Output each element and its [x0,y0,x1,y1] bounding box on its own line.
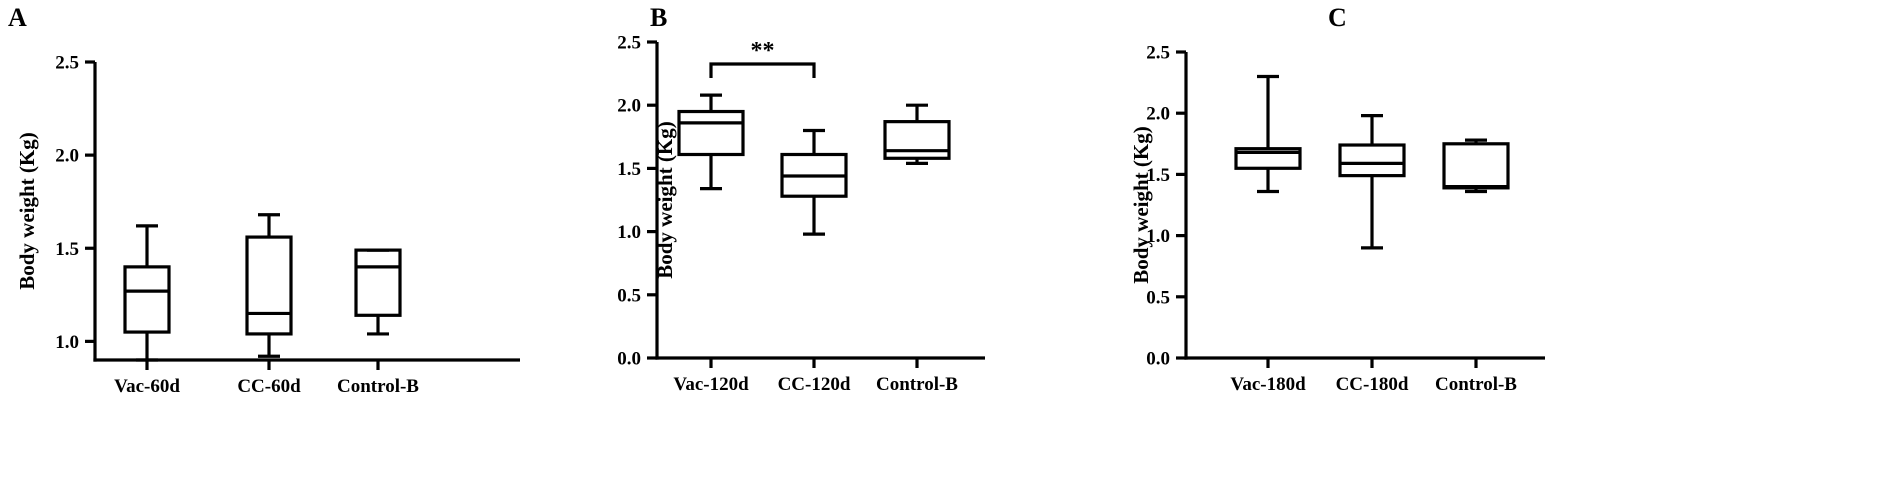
x-tick-label: CC-60d [237,376,301,397]
iqr-box [677,109,745,157]
bracket-line [709,62,816,78]
y-tick-label: 2.0 [617,96,641,117]
box-plot-vac-120d [677,93,745,191]
box-plot-cc-180d [1338,114,1406,250]
y-tick-label: 0.0 [617,349,641,370]
box-plot-vac-180d [1234,74,1302,194]
x-tick-label: Vac-120d [673,374,749,395]
y-axis-title: Body weight (Kg) [653,121,677,279]
box-plot-vac-60d [123,224,171,362]
x-tick-label: CC-120d [778,374,851,395]
y-axis-title: Body weight (Kg) [15,132,39,290]
iqr-box [1442,142,1510,190]
box-plot-control-b [354,248,402,336]
y-tick-label: 2.0 [1146,104,1170,125]
panel-label: A [8,3,27,32]
y-tick-label: 1.5 [617,159,641,180]
y-axis-title: Body weight (Kg) [1129,126,1153,284]
y-tick-label: 1.0 [55,332,79,353]
panel-label: B [650,3,667,32]
y-tick-label: 0.0 [1146,349,1170,370]
y-tick-label: 1.5 [55,239,79,260]
panel-label: C [1328,3,1347,32]
box-plot-cc-120d [780,128,848,236]
box-plot-control-b [1442,138,1510,194]
x-tick-label: Control-B [1435,374,1517,395]
significance-bracket: ** [709,38,816,78]
box-plot-control-b [883,103,951,165]
significance-label: ** [751,38,775,64]
y-tick-label: 1.5 [1146,165,1170,186]
y-tick-label: 0.5 [1146,287,1170,308]
iqr-box [354,248,402,317]
y-tick-label: 2.5 [617,33,641,54]
chart-panel-b: B 0.0 0.5 1.0 1.5 2.0 2.5 Body weight (Kg) Vac-1… [617,3,985,395]
y-tick-label: 1.0 [617,222,641,243]
box-plot-cc-60d [245,213,293,358]
iqr-box [123,265,171,334]
x-tick-label: CC-180d [1336,374,1409,395]
iqr-box [1234,147,1302,170]
y-tick-label: 2.5 [55,53,79,74]
y-tick-label: 2.5 [1146,43,1170,64]
iqr-box [883,120,951,160]
iqr-box [245,235,293,336]
x-tick-label: Vac-60d [114,376,180,397]
x-tick-label: Control-B [876,374,958,395]
y-tick-label: 2.0 [55,146,79,167]
y-tick-label: 1.0 [1146,226,1170,247]
iqr-box [1338,143,1406,178]
chart-panel-c: C 0.0 0.5 1.0 1.5 2.0 2.5 Body weight (Kg) Vac-1… [1129,3,1545,395]
x-tick-label: Vac-180d [1230,374,1306,395]
x-tick-label: Control-B [337,376,419,397]
chart-panel-a: A 1.0 1.5 2.0 2.5 Body weight (Kg) Vac-60d CC-6… [8,3,520,397]
y-tick-label: 0.5 [617,285,641,306]
